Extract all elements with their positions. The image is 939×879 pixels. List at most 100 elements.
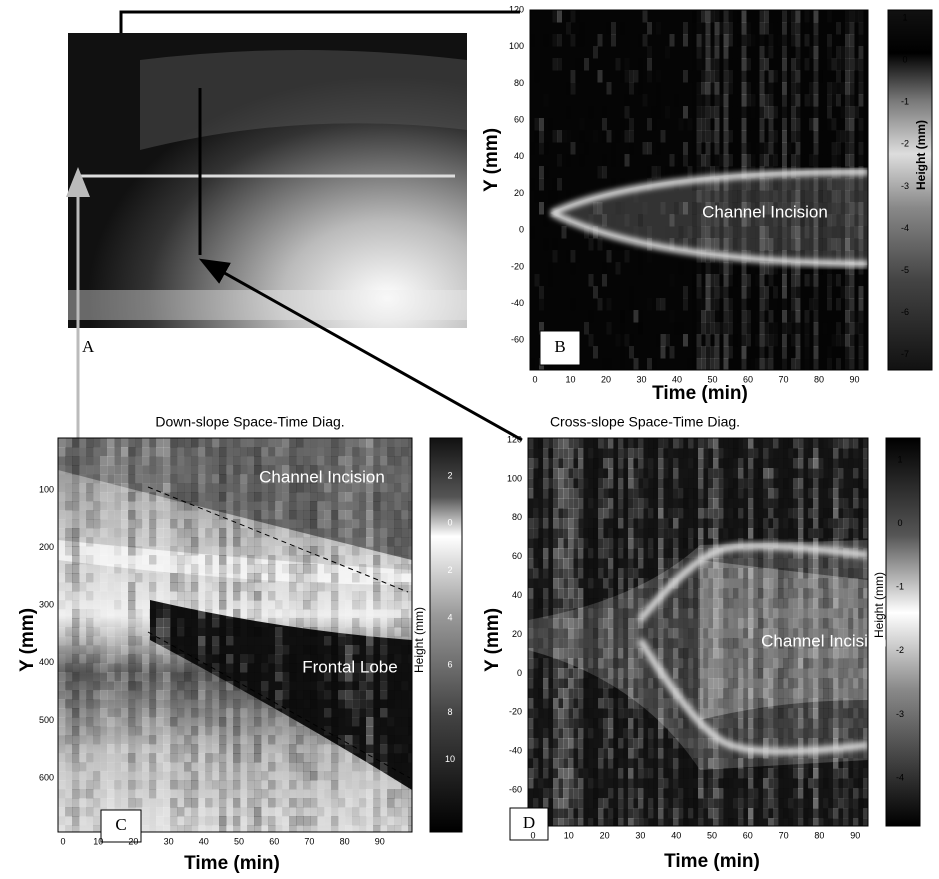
texture-cell bbox=[663, 818, 669, 829]
texture-cell bbox=[643, 588, 649, 599]
texture-cell bbox=[401, 645, 409, 655]
texture-cell bbox=[603, 818, 609, 829]
texture-cell bbox=[240, 627, 248, 637]
texture-cell bbox=[737, 22, 742, 35]
texture-cell bbox=[219, 645, 227, 655]
texture-cell bbox=[658, 538, 664, 549]
texture-cell bbox=[818, 106, 823, 119]
texture-cell bbox=[719, 322, 724, 335]
texture-cell bbox=[653, 678, 659, 689]
texture-cell bbox=[583, 818, 589, 829]
texture-cell bbox=[212, 816, 220, 826]
texture-cell bbox=[366, 753, 374, 763]
texture-cell bbox=[233, 771, 241, 781]
texture-cell bbox=[558, 548, 564, 559]
texture-cell bbox=[310, 789, 318, 799]
texture-cell bbox=[623, 498, 629, 509]
texture-cell bbox=[845, 10, 850, 23]
texture-cell bbox=[380, 690, 388, 700]
texture-cell bbox=[338, 681, 346, 691]
texture-cell bbox=[135, 654, 143, 664]
texture-cell bbox=[602, 154, 607, 167]
texture-cell bbox=[598, 166, 603, 179]
texture-cell bbox=[661, 298, 666, 311]
texture-cell bbox=[832, 358, 837, 371]
texture-cell bbox=[568, 508, 574, 519]
texture-cell bbox=[832, 214, 837, 227]
texture-cell bbox=[648, 708, 654, 719]
texture-cell bbox=[836, 118, 841, 131]
texture-cell bbox=[836, 10, 841, 23]
texture-cell bbox=[701, 286, 706, 299]
texture-cell bbox=[773, 34, 778, 47]
texture-cell bbox=[593, 508, 599, 519]
texture-cell bbox=[647, 250, 652, 263]
texture-cell bbox=[859, 274, 864, 287]
texture-cell bbox=[352, 789, 360, 799]
texture-cell bbox=[603, 618, 609, 629]
texture-cell bbox=[366, 636, 374, 646]
texture-cell bbox=[814, 58, 819, 71]
texture-cell bbox=[674, 166, 679, 179]
texture-cell bbox=[282, 564, 290, 574]
texture-cell bbox=[233, 627, 241, 637]
texture-cell bbox=[345, 438, 353, 448]
texture-cell bbox=[823, 238, 828, 251]
texture-cell bbox=[79, 780, 87, 790]
texture-cell bbox=[613, 598, 619, 609]
texture-cell bbox=[598, 588, 604, 599]
texture-cell bbox=[764, 334, 769, 347]
texture-cell bbox=[275, 735, 283, 745]
texture-cell bbox=[683, 748, 689, 759]
texture-cell bbox=[401, 492, 409, 502]
texture-cell bbox=[352, 582, 360, 592]
texture-cell bbox=[603, 498, 609, 509]
texture-cell bbox=[773, 46, 778, 59]
texture-cell bbox=[72, 753, 80, 763]
texture-cell bbox=[805, 130, 810, 143]
texture-cell bbox=[588, 788, 594, 799]
texture-cell bbox=[387, 573, 395, 583]
texture-cell bbox=[805, 286, 810, 299]
texture-cell bbox=[72, 780, 80, 790]
texture-cell bbox=[275, 816, 283, 826]
texture-cell bbox=[401, 807, 409, 817]
texture-cell bbox=[401, 537, 409, 547]
texture-cell bbox=[658, 508, 664, 519]
texture-cell bbox=[773, 118, 778, 131]
texture-cell bbox=[742, 286, 747, 299]
texture-cell bbox=[177, 744, 185, 754]
texture-cell bbox=[394, 573, 402, 583]
texture-cell bbox=[580, 154, 585, 167]
texture-cell bbox=[647, 58, 652, 71]
texture-cell bbox=[548, 588, 554, 599]
texture-cell bbox=[380, 825, 388, 835]
texture-cell bbox=[352, 753, 360, 763]
texture-cell bbox=[623, 578, 629, 589]
texture-cell bbox=[710, 58, 715, 71]
texture-cell bbox=[742, 310, 747, 323]
texture-cell bbox=[558, 588, 564, 599]
texture-cell bbox=[854, 46, 859, 59]
texture-cell bbox=[613, 708, 619, 719]
texture-cell bbox=[628, 668, 634, 679]
texture-cell bbox=[72, 771, 80, 781]
texture-cell bbox=[135, 789, 143, 799]
texture-cell bbox=[633, 718, 639, 729]
texture-cell bbox=[538, 628, 544, 639]
texture-cell bbox=[149, 672, 157, 682]
texture-cell bbox=[658, 758, 664, 769]
texture-cell bbox=[387, 447, 395, 457]
texture-cell bbox=[268, 753, 276, 763]
texture-cell bbox=[79, 816, 87, 826]
texture-cell bbox=[366, 681, 374, 691]
texture-cell bbox=[184, 555, 192, 565]
texture-cell bbox=[345, 519, 353, 529]
texture-cell bbox=[553, 768, 559, 779]
texture-cell bbox=[366, 528, 374, 538]
texture-cell bbox=[261, 744, 269, 754]
texture-cell bbox=[548, 818, 554, 829]
texture-cell bbox=[317, 645, 325, 655]
texture-cell bbox=[538, 608, 544, 619]
texture-cell bbox=[836, 274, 841, 287]
